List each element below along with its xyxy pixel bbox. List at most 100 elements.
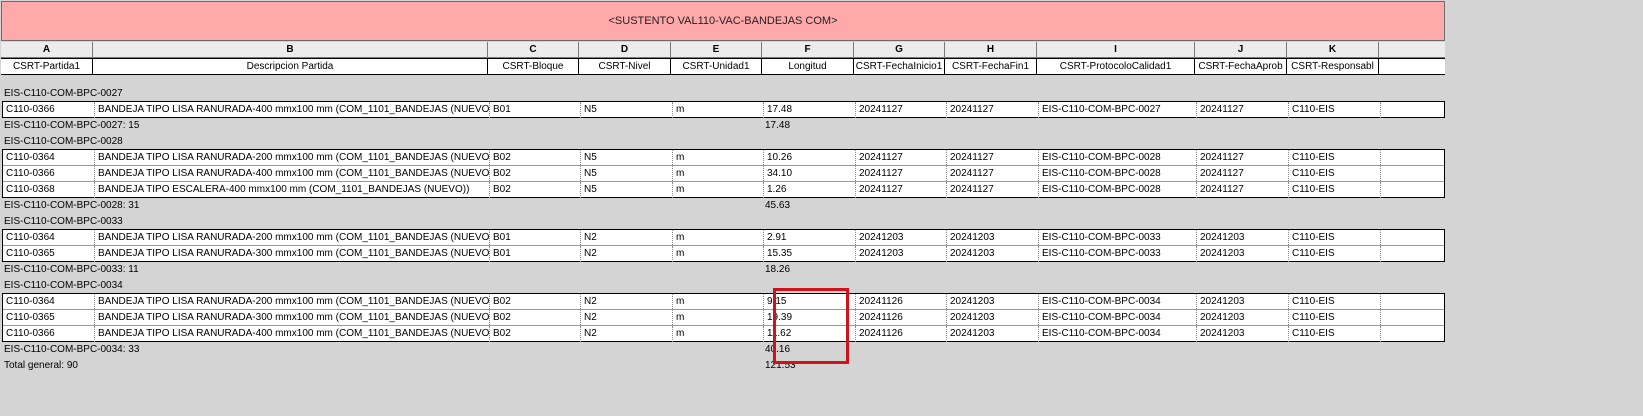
column-letter-j: J [1195,42,1287,57]
cell-nivel: N5 [581,166,673,181]
table-row[interactable]: C110-0368 BANDEJA TIPO ESCALERA-400 mmx10… [3,182,1444,198]
cell-protocolo: EIS-C110-COM-BPC-0028 [1039,150,1197,165]
cell-fecha-inicio: 20241127 [856,182,947,198]
cell-fecha-fin: 20241127 [947,182,1039,198]
column-header-fecha-inicio: CSRT-FechaInicio1 [854,59,945,74]
cell-fecha-aprob: 20241203 [1197,326,1289,342]
column-letter-c: C [488,42,579,57]
cell-responsable: C110-EIS [1289,246,1381,262]
cell-longitud: 2.91 [764,230,856,245]
cell-responsable: C110-EIS [1289,102,1381,118]
table-row[interactable]: C110-0364 BANDEJA TIPO LISA RANURADA-200 … [3,230,1444,246]
cell-nivel: N5 [581,150,673,165]
cell-fecha-fin: 20241203 [947,230,1039,245]
group-footer-label: EIS-C110-COM-BPC-0027: 15 [4,120,140,131]
cell-protocolo: EIS-C110-COM-BPC-0027 [1039,102,1197,118]
cell-longitud: 10.26 [764,150,856,165]
column-header-row: CSRT-Partida1 Descripcion Partida CSRT-Blo… [1,58,1445,75]
group-footer-label: EIS-C110-COM-BPC-0034: 33 [4,344,140,355]
cell-fecha-aprob: 20241203 [1197,230,1289,245]
cell-partida: C110-0365 [3,246,95,262]
table-row[interactable]: C110-0364 BANDEJA TIPO LISA RANURADA-200 … [3,150,1444,166]
cell-responsable: C110-EIS [1289,294,1381,309]
cell-longitud: 9.15 [764,294,856,309]
cell-fecha-fin: 20241127 [947,150,1039,165]
cell-bloque: B02 [490,310,581,325]
cell-partida: C110-0366 [3,326,95,342]
column-letter-e: E [671,42,762,57]
group-table: C110-0364 BANDEJA TIPO LISA RANURADA-200 … [2,149,1445,198]
cell-descripcion: BANDEJA TIPO LISA RANURADA-300 mmx100 mm… [95,310,490,325]
cell-fecha-aprob: 20241203 [1197,294,1289,309]
cell-unidad: m [673,150,764,165]
cell-responsable: C110-EIS [1289,182,1381,198]
cell-nivel: N2 [581,246,673,262]
cell-partida: C110-0368 [3,182,95,198]
column-letter-b: B [93,42,488,57]
cell-nivel: N2 [581,326,673,342]
column-header-descripcion: Descripcion Partida [93,59,488,74]
cell-fecha-fin: 20241203 [947,310,1039,325]
group-footer-label: EIS-C110-COM-BPC-0033: 11 [4,264,139,275]
column-letter-i: I [1037,42,1195,57]
column-letter-g: G [854,42,945,57]
table-row[interactable]: C110-0366 BANDEJA TIPO LISA RANURADA-400 … [3,326,1444,342]
column-header-responsable: CSRT-Responsabl [1287,59,1379,74]
cell-nivel: N2 [581,230,673,245]
cell-protocolo: EIS-C110-COM-BPC-0034 [1039,294,1197,309]
cell-descripcion: BANDEJA TIPO LISA RANURADA-200 mmx100 mm… [95,230,490,245]
cell-fecha-fin: 20241203 [947,246,1039,262]
grand-total-label: Total general: 90 [4,360,78,371]
group-header: EIS-C110-COM-BPC-0027 [4,88,123,99]
cell-protocolo: EIS-C110-COM-BPC-0033 [1039,246,1197,262]
cell-fecha-aprob: 20241127 [1197,182,1289,198]
cell-fecha-inicio: 20241203 [856,246,947,262]
column-header-fecha-aprob: CSRT-FechaAprob [1195,59,1287,74]
cell-unidad: m [673,310,764,325]
column-header-fecha-fin: CSRT-FechaFin1 [945,59,1037,74]
cell-unidad: m [673,230,764,245]
table-row[interactable]: C110-0366 BANDEJA TIPO LISA RANURADA-400 … [3,102,1444,118]
column-header-nivel: CSRT-Nivel [579,59,671,74]
column-letter-k: K [1287,42,1379,57]
cell-descripcion: BANDEJA TIPO LISA RANURADA-400 mmx100 mm… [95,326,490,342]
cell-bloque: B02 [490,166,581,181]
cell-fecha-aprob: 20241203 [1197,246,1289,262]
cell-responsable: C110-EIS [1289,310,1381,325]
group-header: EIS-C110-COM-BPC-0033 [4,216,123,227]
cell-protocolo: EIS-C110-COM-BPC-0028 [1039,166,1197,181]
cell-longitud: 34.10 [764,166,856,181]
table-row[interactable]: C110-0365 BANDEJA TIPO LISA RANURADA-300 … [3,246,1444,262]
cell-unidad: m [673,294,764,309]
cell-responsable: C110-EIS [1289,150,1381,165]
group-table: C110-0364 BANDEJA TIPO LISA RANURADA-200 … [2,293,1445,342]
cell-bloque: B02 [490,150,581,165]
cell-nivel: N5 [581,182,673,198]
cell-protocolo: EIS-C110-COM-BPC-0034 [1039,326,1197,342]
cell-fecha-aprob: 20241127 [1197,102,1289,118]
group-header: EIS-C110-COM-BPC-0028 [4,136,123,147]
cell-fecha-inicio: 20241127 [856,102,947,118]
cell-unidad: m [673,246,764,262]
table-row[interactable]: C110-0364 BANDEJA TIPO LISA RANURADA-200 … [3,294,1444,310]
cell-descripcion: BANDEJA TIPO LISA RANURADA-400 mmx100 mm… [95,166,490,181]
cell-partida: C110-0366 [3,166,95,181]
table-row[interactable]: C110-0366 BANDEJA TIPO LISA RANURADA-400 … [3,166,1444,182]
column-letter-h: H [945,42,1037,57]
column-header-protocolo: CSRT-ProtocoloCalidad1 [1037,59,1195,74]
cell-bloque: B02 [490,294,581,309]
cell-bloque: B01 [490,230,581,245]
group-footer-total: 18.26 [765,264,791,275]
group-footer-total: 17.48 [765,120,791,131]
cell-partida: C110-0364 [3,294,95,309]
cell-bloque: B02 [490,182,581,198]
cell-fecha-inicio: 20241127 [856,150,947,165]
cell-longitud: 15.35 [764,246,856,262]
cell-responsable: C110-EIS [1289,230,1381,245]
group-header: EIS-C110-COM-BPC-0034 [4,280,123,291]
table-row[interactable]: C110-0365 BANDEJA TIPO LISA RANURADA-300 … [3,310,1444,326]
column-header-longitud: Longitud [762,59,854,74]
cell-unidad: m [673,102,764,118]
cell-fecha-inicio: 20241126 [856,294,947,309]
group-table: C110-0366 BANDEJA TIPO LISA RANURADA-400 … [2,101,1445,118]
